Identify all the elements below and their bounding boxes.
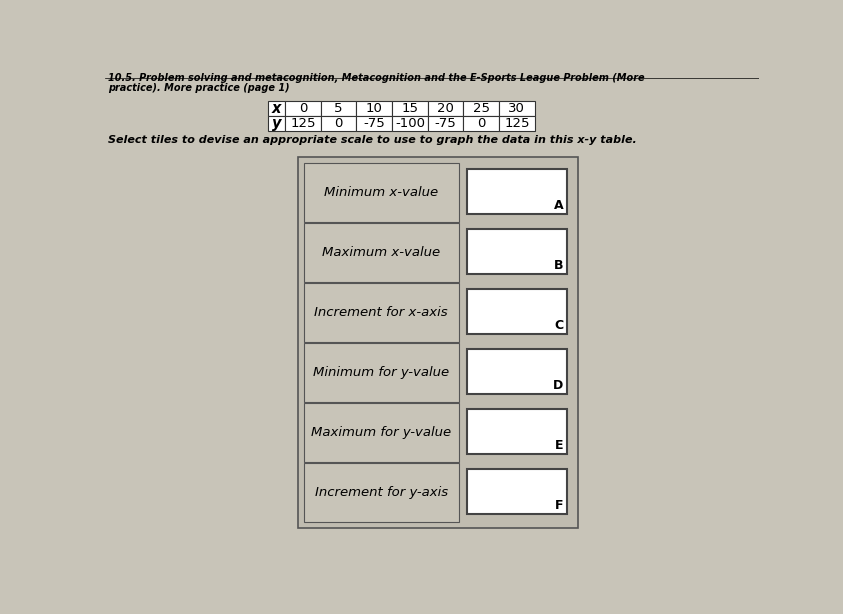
- Bar: [427, 101, 464, 116]
- Bar: [303, 343, 459, 402]
- Text: 10.5. Problem solving and metacognition, Metacognition and the E-Sports League P: 10.5. Problem solving and metacognition,…: [109, 74, 645, 84]
- Bar: [285, 116, 321, 131]
- Bar: [303, 163, 459, 222]
- Bar: [298, 157, 578, 528]
- Text: C: C: [555, 319, 563, 332]
- Bar: [466, 410, 567, 454]
- Bar: [303, 403, 459, 462]
- Bar: [285, 101, 321, 116]
- Text: 15: 15: [401, 102, 418, 115]
- Text: -75: -75: [435, 117, 456, 130]
- Bar: [303, 464, 459, 522]
- Text: Maximum for y-value: Maximum for y-value: [311, 426, 451, 439]
- Text: practice). More practice (page 1): practice). More practice (page 1): [109, 83, 290, 93]
- Text: Select tiles to devise an appropriate scale to use to graph the data in this x-y: Select tiles to devise an appropriate sc…: [109, 135, 637, 145]
- Bar: [466, 349, 567, 394]
- Text: F: F: [555, 499, 563, 512]
- Text: 0: 0: [298, 102, 307, 115]
- Text: x: x: [272, 101, 282, 116]
- Bar: [499, 101, 534, 116]
- Text: Increment for y-axis: Increment for y-axis: [314, 486, 448, 499]
- Text: 0: 0: [335, 117, 343, 130]
- Bar: [268, 101, 285, 116]
- Bar: [466, 169, 567, 214]
- Bar: [392, 116, 427, 131]
- Bar: [303, 223, 459, 282]
- Bar: [499, 116, 534, 131]
- Text: A: A: [554, 198, 563, 211]
- Text: B: B: [554, 258, 563, 271]
- Bar: [268, 116, 285, 131]
- Bar: [303, 283, 459, 341]
- Bar: [392, 101, 427, 116]
- Text: Minimum x-value: Minimum x-value: [325, 186, 438, 199]
- Bar: [466, 229, 567, 274]
- Text: Maximum x-value: Maximum x-value: [322, 246, 440, 259]
- Text: 125: 125: [290, 117, 316, 130]
- Bar: [466, 470, 567, 514]
- Text: Minimum for y-value: Minimum for y-value: [314, 366, 449, 379]
- Text: -75: -75: [363, 117, 385, 130]
- Bar: [321, 116, 357, 131]
- Text: 30: 30: [508, 102, 525, 115]
- Bar: [464, 101, 499, 116]
- Text: D: D: [553, 379, 563, 392]
- Text: -100: -100: [395, 117, 425, 130]
- Text: Increment for x-axis: Increment for x-axis: [314, 306, 448, 319]
- Bar: [466, 289, 567, 334]
- Bar: [357, 101, 392, 116]
- Text: E: E: [555, 439, 563, 452]
- Text: 10: 10: [366, 102, 383, 115]
- Text: 0: 0: [477, 117, 486, 130]
- Bar: [464, 116, 499, 131]
- Bar: [427, 116, 464, 131]
- Bar: [321, 101, 357, 116]
- Text: 125: 125: [504, 117, 529, 130]
- Text: 25: 25: [473, 102, 490, 115]
- Text: 5: 5: [335, 102, 343, 115]
- Text: 20: 20: [438, 102, 454, 115]
- Text: y: y: [272, 116, 282, 131]
- Bar: [357, 116, 392, 131]
